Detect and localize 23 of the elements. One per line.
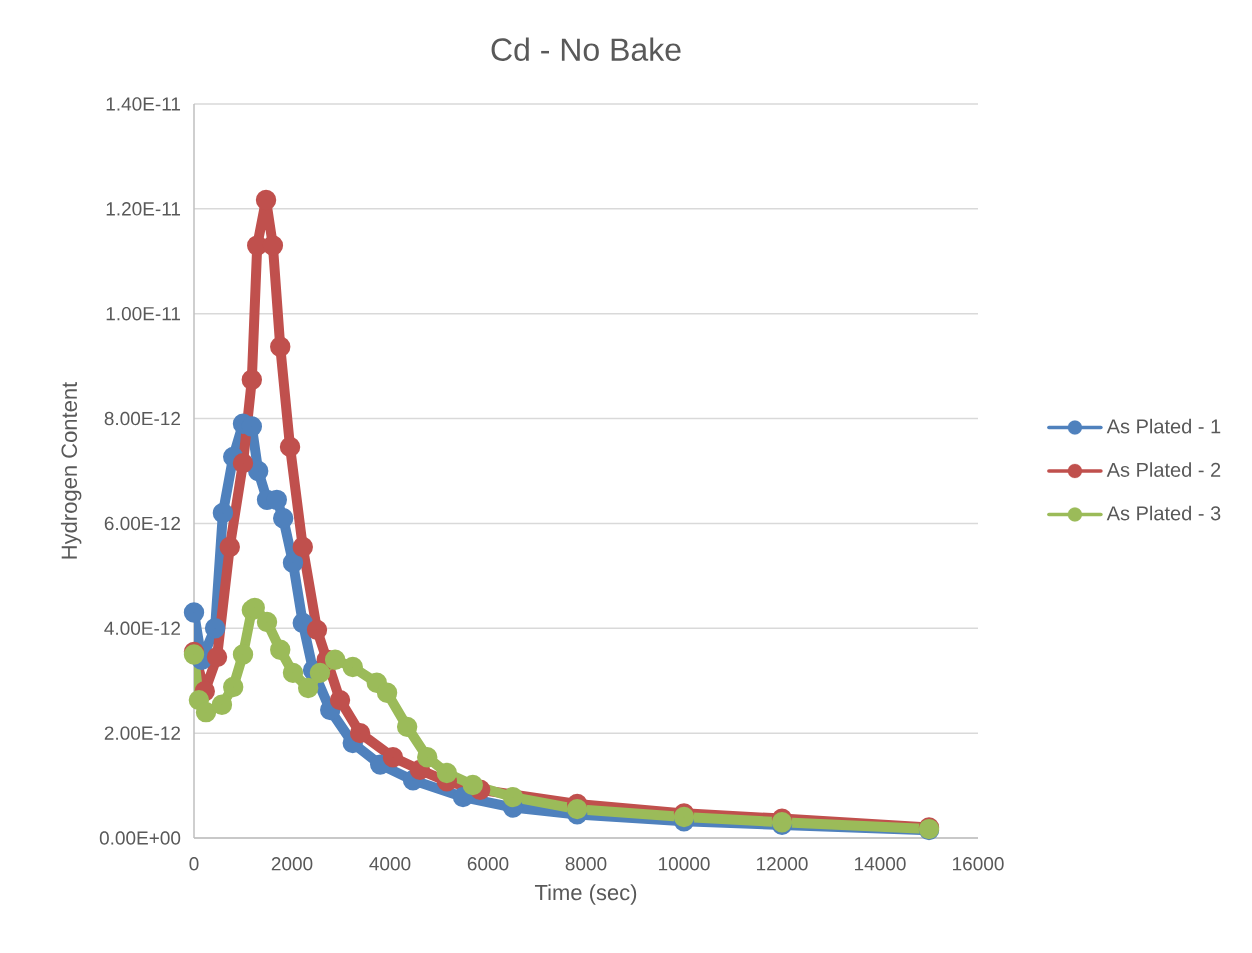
x-tick-label: 4000 bbox=[369, 857, 411, 871]
y-tick-label: 2.00E-12 bbox=[104, 726, 181, 740]
y-tick-label: 4.00E-12 bbox=[104, 621, 181, 636]
y-tick-label: 1.20E-11 bbox=[106, 202, 181, 216]
y-tick-label: 0.00E+00 bbox=[99, 831, 181, 845]
y-tick-label: 1.00E-11 bbox=[106, 306, 181, 321]
x-tick-label: 2000 bbox=[271, 857, 313, 871]
x-tick-label: 8000 bbox=[565, 857, 607, 871]
legend-label: As Plated - 3 bbox=[1106, 505, 1221, 521]
x-tick-label: 0 bbox=[189, 857, 199, 871]
y-tick-label: 1.40E-11 bbox=[106, 97, 181, 111]
y-tick-label: 6.00E-12 bbox=[104, 516, 181, 531]
x-axis-title: Time (sec) bbox=[534, 884, 637, 905]
legend-label: As Plated - 1 bbox=[1106, 418, 1221, 434]
x-tick-label: 10000 bbox=[659, 857, 710, 871]
x-tick-label: 16000 bbox=[953, 857, 1004, 871]
y-tick-label: 8.00E-12 bbox=[104, 411, 181, 426]
y-axis-title: Hydrogen Content bbox=[60, 381, 82, 559]
x-tick-label: 6000 bbox=[467, 857, 509, 871]
x-tick-label: 14000 bbox=[855, 857, 906, 871]
legend-label: As Plated - 2 bbox=[1106, 462, 1221, 477]
x-tick-label: 12000 bbox=[757, 857, 808, 871]
chart-title: Cd - No Bake bbox=[491, 37, 681, 61]
